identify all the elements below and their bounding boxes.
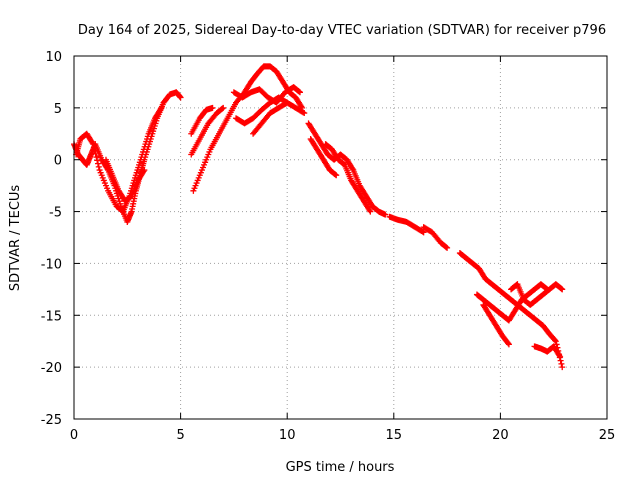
y-tick-labels: -25 -20 -15 -10 -5 0 5 10 (41, 50, 62, 428)
grid (74, 56, 607, 419)
series-arc-d (190, 63, 306, 194)
data-point-marker (349, 165, 356, 172)
y-tick-label: -25 (41, 413, 62, 428)
series-arc-r (508, 281, 566, 308)
x-tick-labels: 0 5 10 15 20 25 (70, 428, 615, 443)
plot-frame (73, 55, 608, 420)
series-arc-h (233, 94, 308, 127)
data-point-marker (90, 144, 97, 151)
x-tick-label: 20 (492, 428, 509, 443)
x-tick-label: 5 (176, 428, 184, 443)
data-point-marker (559, 364, 566, 371)
series-arc-p (473, 281, 551, 324)
chart-title: Day 164 of 2025, Sidereal Day-to-day VTE… (78, 23, 606, 38)
series-arc-c (102, 156, 148, 205)
y-tick-label: 5 (54, 102, 62, 117)
data-point-marker (141, 167, 148, 174)
data-point-marker (296, 89, 303, 96)
data-point-marker (558, 360, 565, 367)
y-tick-label: -20 (41, 361, 62, 376)
data-point-marker (209, 104, 216, 111)
y-axis-label: SDTVAR / TECUs (8, 185, 23, 292)
data-point-marker (94, 160, 101, 167)
data-series (71, 63, 566, 371)
data-point-marker (333, 172, 340, 179)
series-arc-l (307, 135, 340, 179)
data-point-marker (444, 244, 451, 251)
x-tick-label: 10 (279, 428, 296, 443)
data-point-marker (505, 341, 512, 348)
y-tick-label: -15 (41, 309, 62, 324)
series-arc-i (250, 99, 291, 137)
data-point-marker (420, 229, 427, 236)
x-axis-label: GPS time / hours (286, 460, 395, 475)
data-point-marker (157, 106, 164, 113)
data-point-marker (91, 147, 98, 154)
data-point-marker (366, 207, 373, 214)
data-point-marker (89, 139, 96, 146)
data-point-marker (556, 352, 563, 359)
series-arc-k (322, 141, 374, 215)
data-point-marker (140, 168, 147, 175)
data-point-marker (382, 211, 389, 218)
data-point-marker (367, 208, 374, 215)
data-point-marker (94, 157, 101, 164)
series-arc-s (531, 343, 564, 360)
data-point-marker (301, 110, 308, 117)
series-arc-o (456, 250, 566, 371)
y-tick-label: -10 (41, 257, 62, 272)
data-point-marker (177, 94, 184, 101)
series-arc-e (188, 104, 227, 158)
data-point-marker (559, 286, 566, 293)
series-arc-f (188, 104, 216, 137)
data-point-marker (158, 104, 165, 111)
data-point-marker (552, 338, 559, 345)
y-tick-label: -5 (49, 206, 62, 221)
data-point-marker (284, 99, 291, 106)
series-arc-m (386, 213, 427, 236)
data-point-marker (557, 353, 564, 360)
data-point-marker (93, 154, 100, 161)
y-tick-label: 10 (45, 50, 62, 65)
series-arc-j (305, 120, 389, 218)
y-tick-label: 0 (54, 154, 62, 169)
data-point-marker (95, 163, 102, 170)
series-arc-q (480, 301, 512, 348)
data-point-marker (92, 150, 99, 157)
data-point-marker (220, 104, 227, 111)
data-point-marker (90, 141, 97, 148)
x-tick-label: 25 (599, 428, 616, 443)
x-tick-label: 0 (70, 428, 78, 443)
data-point-marker (552, 337, 559, 344)
axis-ticks (73, 55, 608, 420)
series-arc-n (420, 224, 451, 251)
data-point-marker (505, 340, 512, 347)
x-tick-label: 15 (386, 428, 403, 443)
